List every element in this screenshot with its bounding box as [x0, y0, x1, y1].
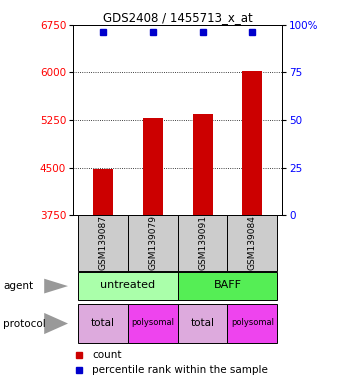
Text: GSM139087: GSM139087 [99, 215, 107, 270]
Bar [192, 114, 212, 215]
Text: untreated: untreated [100, 280, 155, 290]
Bar [128, 215, 177, 271]
Text: count: count [92, 350, 121, 360]
Text: percentile rank within the sample: percentile rank within the sample [92, 366, 268, 376]
Text: GSM139084: GSM139084 [248, 215, 257, 270]
Text: GSM139091: GSM139091 [198, 215, 207, 270]
Bar [242, 71, 262, 215]
Polygon shape [44, 313, 68, 334]
Text: protocol: protocol [3, 318, 46, 329]
Bar [78, 272, 177, 300]
Text: total: total [91, 318, 115, 328]
Text: BAFF: BAFF [214, 280, 241, 290]
Text: GSM139079: GSM139079 [148, 215, 157, 270]
Title: GDS2408 / 1455713_x_at: GDS2408 / 1455713_x_at [103, 11, 253, 24]
Bar [177, 215, 227, 271]
Text: total: total [190, 318, 215, 328]
Bar [78, 215, 128, 271]
Bar [227, 304, 277, 343]
Bar [78, 304, 128, 343]
Text: agent: agent [3, 281, 34, 291]
Bar [93, 169, 113, 215]
Polygon shape [44, 279, 68, 293]
Bar [177, 304, 227, 343]
Bar [177, 272, 277, 300]
Bar [128, 304, 177, 343]
Bar [143, 118, 163, 215]
Text: polysomal: polysomal [131, 318, 174, 327]
Bar [227, 215, 277, 271]
Text: polysomal: polysomal [231, 318, 274, 327]
